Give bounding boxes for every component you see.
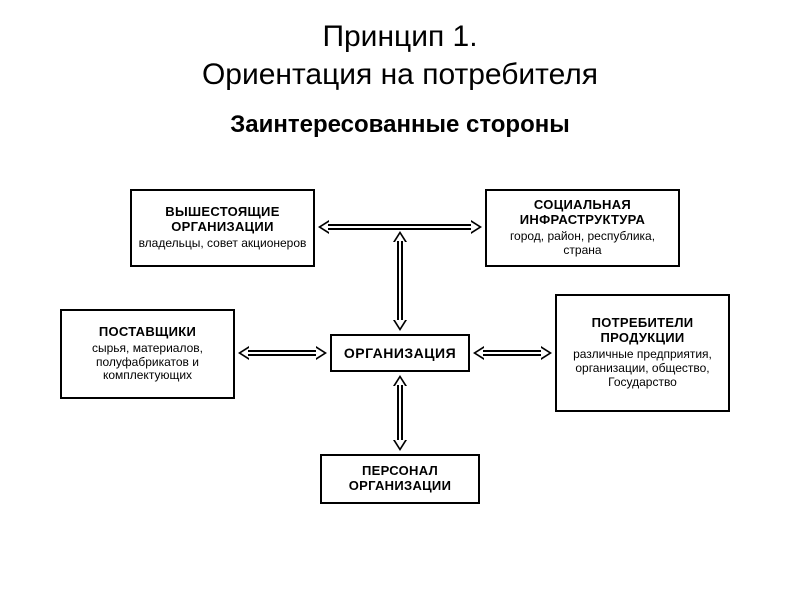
node-title: ПОСТАВЩИКИ xyxy=(68,325,227,340)
node-top-left: ВЫШЕСТОЯЩИЕ ОРГАНИЗАЦИИ владельцы, совет… xyxy=(130,189,315,267)
node-center: ОРГАНИЗАЦИЯ xyxy=(330,334,470,372)
node-left: ПОСТАВЩИКИ сырья, материалов, полуфабрик… xyxy=(60,309,235,399)
subtitle: Заинтересованные стороны xyxy=(0,111,800,139)
node-bottom: ПЕРСОНАЛ ОРГАНИЗАЦИИ xyxy=(320,454,480,504)
node-sub: различные предприятия, организации, обще… xyxy=(563,348,722,389)
arrow-center-to-bottom xyxy=(393,375,407,451)
node-title: ВЫШЕСТОЯЩИЕ ОРГАНИЗАЦИИ xyxy=(138,205,307,235)
node-title: СОЦИАЛЬНАЯ ИНФРАСТРУКТУРА xyxy=(493,198,672,228)
arrow-center-to-right xyxy=(473,346,552,360)
title-line-1: Принцип 1. xyxy=(322,20,477,53)
stakeholder-diagram: ВЫШЕСТОЯЩИЕ ОРГАНИЗАЦИИ владельцы, совет… xyxy=(0,149,800,569)
arrow-top-to-center xyxy=(393,231,407,331)
node-top-right: СОЦИАЛЬНАЯ ИНФРАСТРУКТУРА город, район, … xyxy=(485,189,680,267)
node-title: ПЕРСОНАЛ ОРГАНИЗАЦИИ xyxy=(328,464,472,494)
page-title: Принцип 1. Ориентация на потребителя xyxy=(0,0,800,93)
node-title: ПОТРЕБИТЕЛИ ПРОДУКЦИИ xyxy=(563,316,722,346)
node-sub: город, район, республика, страна xyxy=(493,230,672,258)
title-line-2: Ориентация на потребителя xyxy=(202,58,598,91)
node-right: ПОТРЕБИТЕЛИ ПРОДУКЦИИ различные предприя… xyxy=(555,294,730,412)
node-sub: владельцы, совет акционеров xyxy=(138,237,307,251)
arrow-left-to-center xyxy=(238,346,327,360)
node-sub: сырья, материалов, полуфабрикатов и комп… xyxy=(68,342,227,383)
node-title: ОРГАНИЗАЦИЯ xyxy=(338,345,462,361)
